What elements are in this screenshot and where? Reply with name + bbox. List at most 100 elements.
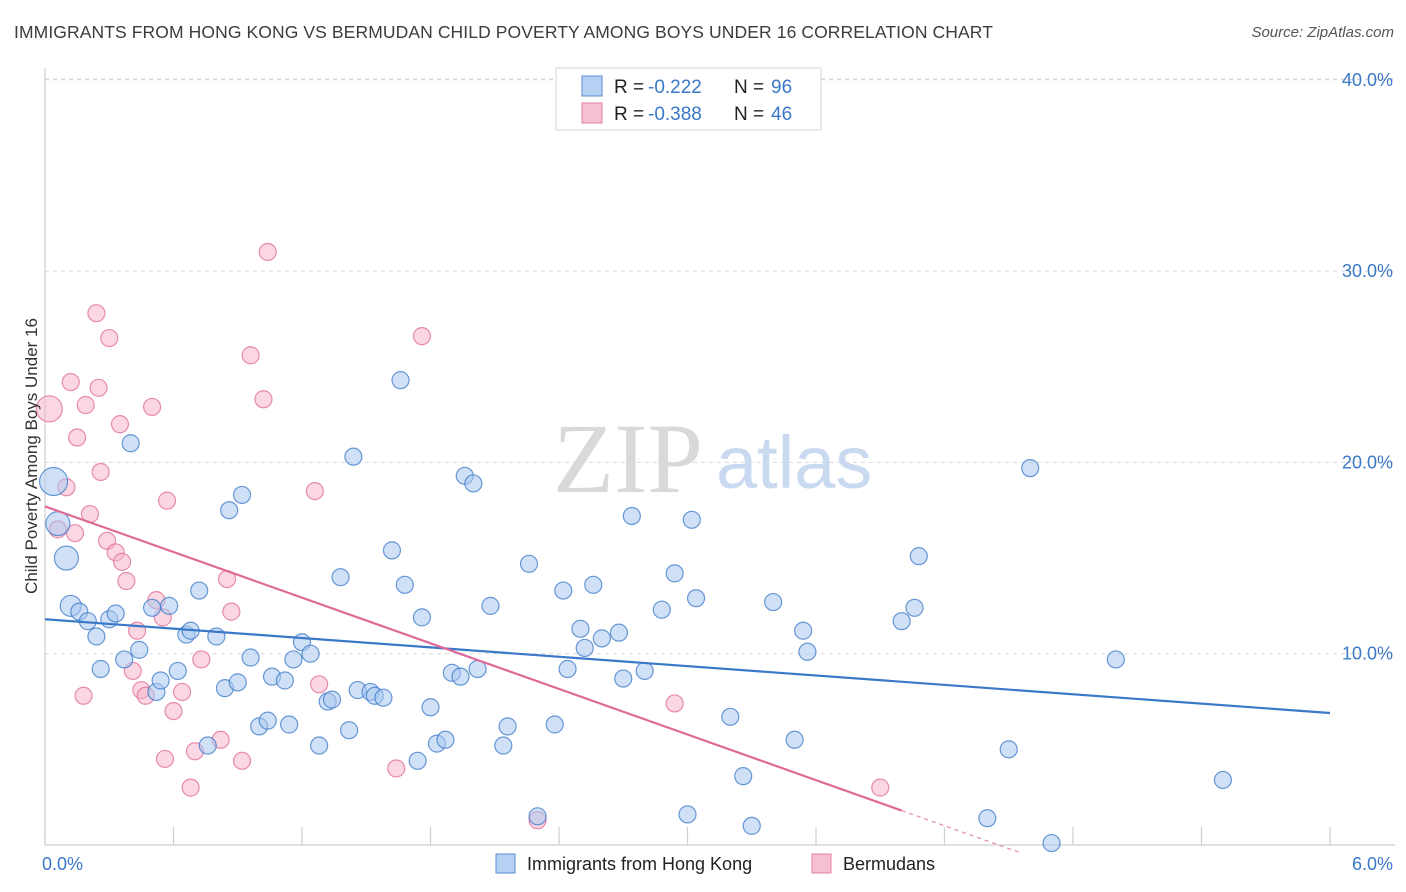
point-hong-kong: [545, 715, 564, 734]
point-bermudan: [91, 462, 110, 482]
trend-layer: [44, 505, 1331, 853]
trendline-bermudan-extension: [901, 810, 1020, 853]
point-hong-kong: [665, 564, 684, 583]
point-hong-kong: [498, 717, 517, 736]
point-hong-kong: [198, 736, 217, 755]
point-bermudan: [65, 524, 85, 543]
point-hong-kong: [280, 715, 299, 734]
point-bermudan: [387, 759, 406, 778]
point-hong-kong: [464, 474, 483, 493]
point-hong-kong: [258, 711, 277, 730]
point-bermudan: [241, 346, 260, 365]
point-hong-kong: [45, 511, 71, 537]
point-hong-kong: [1213, 770, 1233, 790]
point-hong-kong: [408, 751, 427, 770]
bottom-legend-swatch-pink: [811, 853, 832, 874]
point-hong-kong: [494, 736, 513, 755]
point-hong-kong: [310, 736, 329, 755]
point-hong-kong: [322, 690, 342, 709]
point-hong-kong: [241, 648, 260, 667]
legend-r-value-2: -0.388: [648, 104, 702, 125]
point-hong-kong: [91, 659, 110, 679]
chart-source: Source: ZipAtlas.com: [1251, 24, 1394, 41]
point-hong-kong: [905, 598, 924, 617]
point-hong-kong: [481, 596, 500, 615]
y-tick-label: 20.0%: [1342, 452, 1393, 472]
legend-swatch-blue: [581, 75, 603, 97]
point-hong-kong: [275, 671, 294, 690]
point-hong-kong: [38, 466, 69, 497]
point-hong-kong: [798, 642, 817, 661]
legend-r-value-1: -0.222: [648, 77, 702, 98]
point-hong-kong: [151, 671, 170, 690]
point-hong-kong: [395, 575, 414, 594]
point-hong-kong: [592, 629, 611, 648]
point-hong-kong: [142, 598, 162, 617]
point-hong-kong: [130, 640, 149, 659]
point-bermudan: [871, 778, 890, 797]
point-hong-kong: [584, 575, 603, 594]
legend-n-label-1: N =: [734, 77, 764, 98]
point-bermudan: [110, 415, 130, 434]
grid-layer: [45, 78, 1395, 655]
bottom-legend-label-pink: Bermudans: [843, 854, 935, 874]
legend-r-label-1: R =: [614, 77, 644, 98]
point-bermudan: [74, 686, 93, 705]
point-hong-kong: [892, 612, 911, 631]
point-hong-kong: [421, 698, 440, 717]
point-hong-kong: [340, 721, 359, 740]
point-bermudan: [87, 304, 106, 323]
point-hong-kong: [301, 644, 320, 663]
point-hong-kong: [554, 581, 573, 600]
point-hong-kong: [53, 545, 80, 571]
trendline-bermudan: [44, 505, 903, 812]
points-layer: [35, 242, 1233, 853]
point-hong-kong: [742, 816, 761, 835]
point-bermudan: [310, 675, 329, 694]
watermark-atlas: atlas: [716, 421, 872, 504]
point-hong-kong: [528, 807, 547, 826]
point-bermudan: [100, 328, 119, 348]
x-tick-label-min: 0.0%: [42, 854, 83, 874]
point-hong-kong: [978, 809, 997, 828]
point-hong-kong: [682, 510, 701, 529]
point-hong-kong: [284, 650, 303, 669]
x-tick-label-max: 6.0%: [1352, 854, 1393, 874]
point-bermudan: [172, 682, 192, 702]
point-hong-kong: [451, 667, 470, 686]
point-bermudan: [117, 571, 136, 591]
trendline-hong-kong: [44, 618, 1331, 715]
point-hong-kong: [519, 554, 539, 573]
top-legend: R = -0.222 N = 96 R = -0.388 N = 46: [555, 67, 822, 131]
chart-title: IMMIGRANTS FROM HONG KONG VS BERMUDAN CH…: [14, 22, 993, 42]
point-hong-kong: [374, 688, 393, 707]
point-hong-kong: [391, 371, 410, 390]
point-hong-kong: [412, 608, 432, 627]
point-bermudan: [35, 395, 63, 423]
point-hong-kong: [652, 600, 671, 619]
point-hong-kong: [764, 592, 783, 612]
point-hong-kong: [609, 623, 629, 642]
y-tick-label: 10.0%: [1342, 644, 1393, 664]
legend-n-value-2: 46: [771, 104, 792, 125]
watermark: ZIP atlas: [553, 403, 872, 514]
bottom-legend: Immigrants from Hong Kong Bermudans: [495, 853, 935, 874]
point-bermudan: [192, 650, 211, 669]
point-bermudan: [258, 242, 277, 262]
point-hong-kong: [794, 621, 813, 640]
bottom-legend-swatch-blue: [495, 853, 516, 874]
point-bermudan: [164, 701, 183, 721]
point-hong-kong: [228, 673, 247, 692]
y-tick-label: 30.0%: [1342, 261, 1393, 281]
point-bermudan: [142, 397, 162, 417]
point-bermudan: [61, 372, 80, 392]
point-bermudan: [254, 390, 273, 409]
point-hong-kong: [575, 638, 594, 658]
point-hong-kong: [106, 604, 125, 623]
point-hong-kong: [160, 596, 179, 615]
point-hong-kong: [686, 589, 706, 608]
bottom-legend-label-blue: Immigrants from Hong Kong: [527, 854, 752, 874]
point-hong-kong: [1106, 650, 1125, 669]
point-bermudan: [305, 481, 324, 501]
